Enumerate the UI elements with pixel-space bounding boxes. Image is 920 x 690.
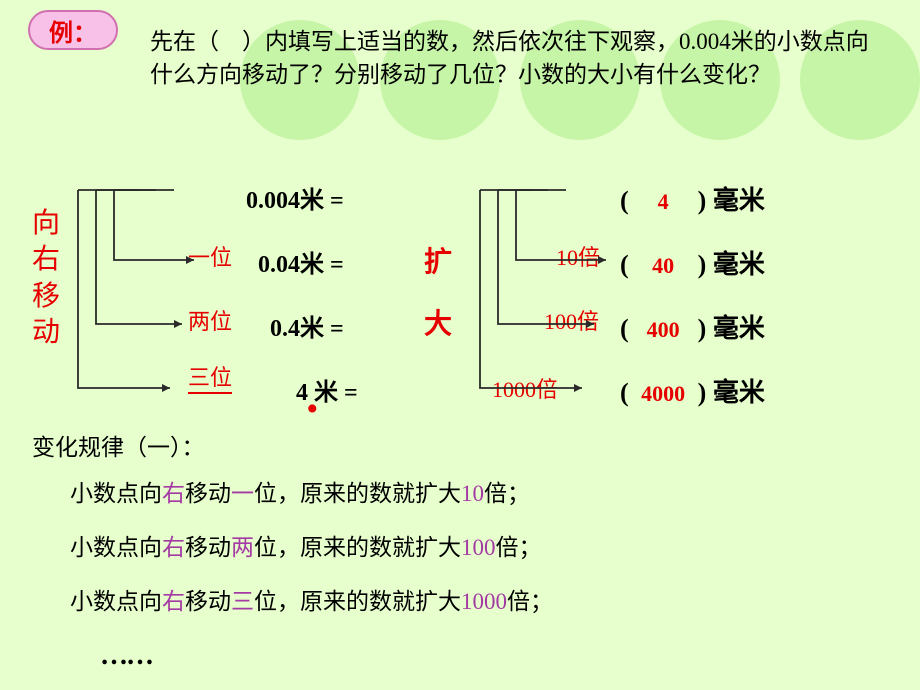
rule-pre: 小数点向 xyxy=(70,481,162,506)
rule-pre: 小数点向 xyxy=(70,535,162,560)
rule-dir: 右 xyxy=(162,535,185,560)
bracket-arrows xyxy=(0,0,920,420)
rule-dir: 右 xyxy=(162,589,185,614)
rule-mul: 1000 xyxy=(461,589,507,614)
rule-mid1: 移动 xyxy=(185,589,231,614)
rule-line: 小数点向右移动一位，原来的数就扩大10倍； xyxy=(70,474,530,508)
rule-mul: 100 xyxy=(461,535,496,560)
rule-pre: 小数点向 xyxy=(70,589,162,614)
rule-title: 变化规律（一）： xyxy=(32,428,205,462)
rule-mid2: 位，原来的数就扩大 xyxy=(254,535,461,560)
rule-mid1: 移动 xyxy=(185,481,231,506)
rule-pos: 三 xyxy=(231,589,254,614)
rule-mul: 10 xyxy=(461,481,484,506)
rule-line: 小数点向右移动三位，原来的数就扩大1000倍； xyxy=(70,582,553,616)
rule-pos: 两 xyxy=(231,535,254,560)
rule-mid2: 位，原来的数就扩大 xyxy=(254,589,461,614)
rule-dir: 右 xyxy=(162,481,185,506)
rule-suf: 倍； xyxy=(496,535,542,560)
ellipsis: …… xyxy=(100,640,152,672)
rule-suf: 倍； xyxy=(484,481,530,506)
rule-suf: 倍； xyxy=(507,589,553,614)
rule-mid2: 位，原来的数就扩大 xyxy=(254,481,461,506)
rule-mid1: 移动 xyxy=(185,535,231,560)
rule-line: 小数点向右移动两位，原来的数就扩大100倍； xyxy=(70,528,542,562)
rule-pos: 一 xyxy=(231,481,254,506)
